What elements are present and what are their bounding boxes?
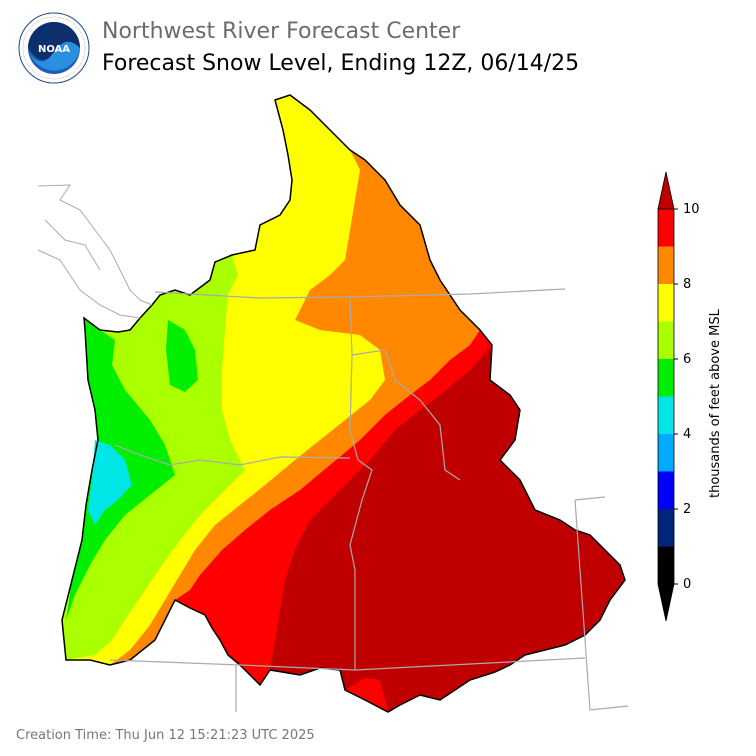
region-4-5 — [88, 440, 132, 525]
product-title: Forecast Snow Level, Ending 12Z, 06/14/2… — [102, 51, 580, 76]
noaa-logo: NOAA — [18, 12, 90, 84]
legend-tick-6: 6 — [683, 352, 692, 367]
legend-swatch-8-9 — [658, 246, 674, 284]
legend-tick-0: 0 — [683, 577, 692, 592]
legend-swatch-4-5 — [658, 396, 674, 434]
legend-swatch-9-10 — [658, 209, 674, 247]
legend-swatch-7-8 — [658, 284, 674, 322]
region-9-10-south — [345, 678, 388, 712]
legend-swatch-5-6 — [658, 359, 674, 397]
creation-time: Creation Time: Thu Jun 12 15:21:23 UTC 2… — [16, 728, 315, 743]
legend-colorbar — [657, 171, 678, 622]
region-5-6-inland — [166, 320, 198, 392]
legend-swatch-0-1 — [658, 546, 674, 584]
legend-tick-4: 4 — [683, 427, 692, 442]
state-boundaries — [109, 288, 629, 712]
legend-swatch-3-4 — [658, 434, 674, 472]
agency-title: Northwest River Forecast Center — [102, 19, 461, 44]
legend-swatch-10plus — [657, 171, 675, 210]
legend-swatch-1-2 — [658, 509, 674, 547]
legend-tick-10: 10 — [683, 202, 700, 217]
coastline — [37, 184, 153, 319]
legend-tick-2: 2 — [683, 502, 692, 517]
legend-swatch-2-3 — [658, 471, 674, 509]
legend-swatch-6-7 — [658, 321, 674, 359]
noaa-logo-text: NOAA — [38, 44, 70, 55]
legend-swatch-below-0 — [657, 583, 675, 622]
legend-axis-label: thousands of feet above MSL — [708, 309, 723, 498]
legend-tick-8: 8 — [683, 277, 692, 292]
